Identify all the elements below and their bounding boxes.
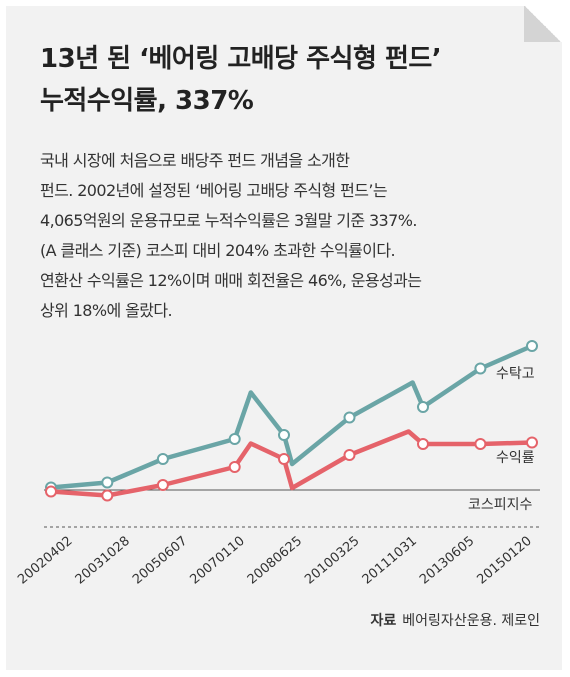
data-point	[156, 479, 169, 491]
headline-line-2: 누적수익률, 337%	[40, 86, 254, 116]
source-label: 자료	[370, 613, 397, 629]
description-line: 상위 18%에 올랐다.	[40, 301, 173, 320]
chart-series	[45, 340, 538, 502]
data-point	[343, 411, 356, 424]
x-tick-label: 20080625	[245, 534, 305, 588]
headline: 13년 된 ‘베어링 고배당 주식형 펀드’ 누적수익률, 337%	[40, 38, 540, 122]
data-point	[101, 489, 114, 502]
data-point	[343, 449, 356, 461]
description-line: 국내 시장에 처음으로 배당주 펀드 개념을 소개한	[40, 151, 350, 170]
series-label: 수익률	[496, 450, 535, 466]
data-point	[228, 461, 241, 473]
series-line-2	[48, 429, 535, 498]
infographic-card	[6, 6, 562, 670]
x-tick-label: 20100325	[302, 534, 362, 588]
x-tick-label: 20020402	[15, 534, 75, 588]
data-point	[45, 485, 57, 498]
series-line-1	[48, 343, 535, 490]
data-point	[101, 476, 114, 489]
x-tick-label: 20130605	[417, 534, 477, 588]
description-line: 연환산 수익률은 12%이며 매매 회전율은 46%, 운용성과는	[40, 271, 422, 290]
source-credit: 자료 베어링자산운용. 제로인	[330, 610, 540, 630]
data-point	[278, 453, 290, 465]
data-point	[156, 453, 169, 465]
x-tick-label: 20111031	[360, 534, 420, 588]
data-point	[417, 438, 429, 450]
series-label: 수탁고	[496, 366, 535, 382]
data-point	[278, 429, 290, 441]
description-line: (A 클래스 기준) 코스피 대비 204% 초과한 수익률이다.	[40, 241, 396, 260]
data-point	[228, 433, 241, 445]
source-text: 베어링자산운용. 제로인	[402, 613, 540, 629]
data-point	[526, 436, 538, 449]
description: 국내 시장에 처음으로 배당주 펀드 개념을 소개한 펀드. 2002년에 설정…	[40, 146, 540, 326]
x-tick-label: 20070110	[187, 534, 247, 588]
description-line: 펀드. 2002년에 설정된 ‘베어링 고배당 주식형 펀드’는	[40, 181, 388, 200]
data-point	[474, 438, 487, 450]
x-tick-label: 20031028	[73, 534, 133, 588]
x-tick-label: 20150120	[474, 534, 534, 588]
x-tick-label: 20050607	[130, 534, 190, 588]
baseline-label: 코스피지수	[468, 497, 533, 513]
description-line: 4,065억원의 운용규모로 누적수익률은 3월말 기준 337%.	[40, 211, 417, 230]
data-point	[474, 362, 487, 375]
headline-line-1: 13년 된 ‘베어링 고배당 주식형 펀드’	[40, 44, 442, 74]
folded-corner	[524, 6, 562, 42]
data-point	[526, 340, 538, 352]
data-point	[417, 401, 429, 413]
